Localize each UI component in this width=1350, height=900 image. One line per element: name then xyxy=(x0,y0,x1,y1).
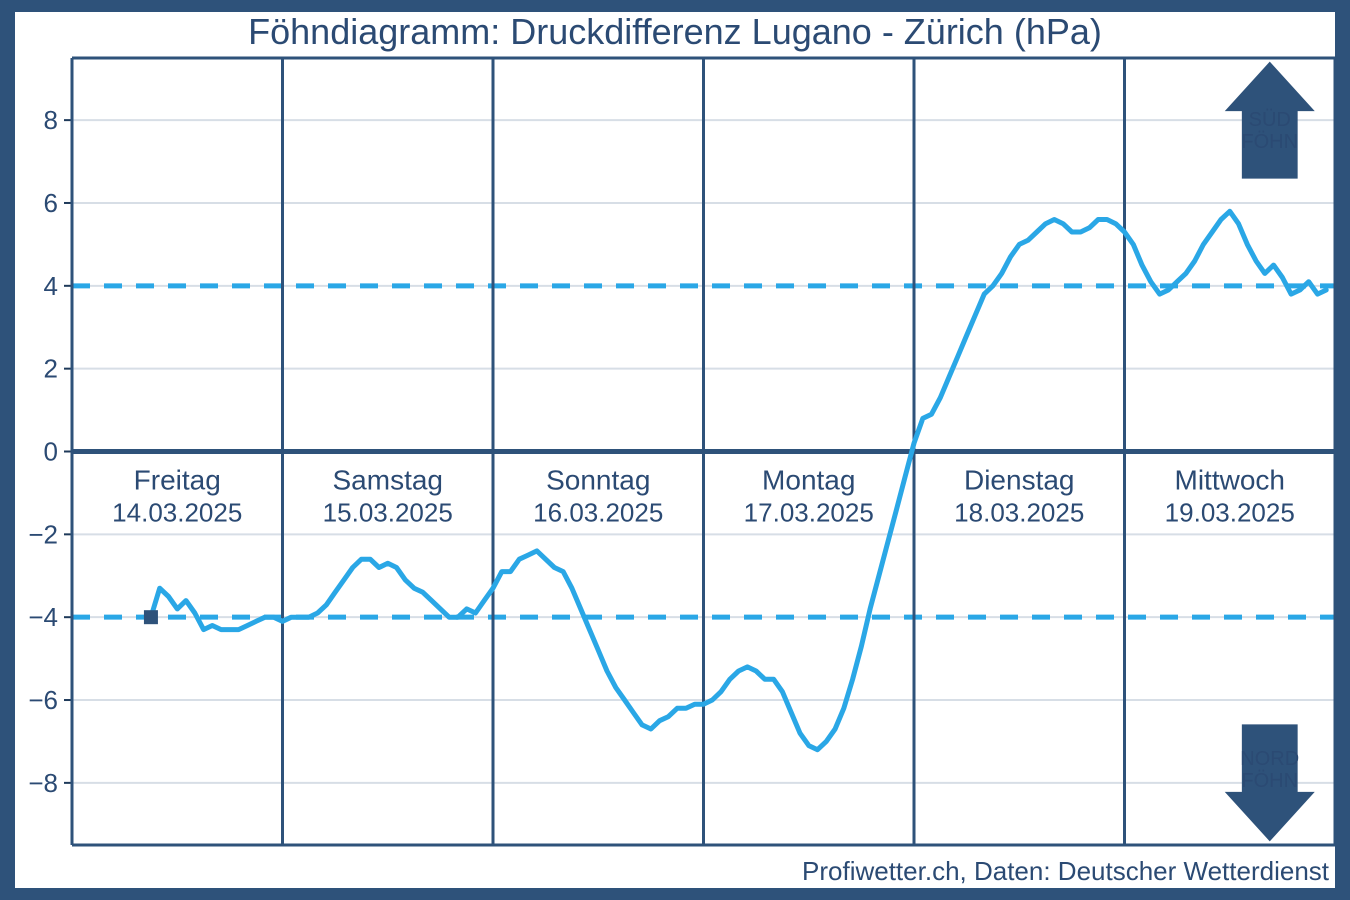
y-tick-label: −2 xyxy=(28,519,58,549)
date-label: 14.03.2025 xyxy=(112,498,242,528)
sued-foehn-label-1: SÜD xyxy=(1249,109,1291,131)
series-start-marker xyxy=(144,610,158,624)
y-tick-label: 2 xyxy=(44,354,58,384)
nord-foehn-label-1: NORD xyxy=(1240,748,1299,770)
y-tick-label: −6 xyxy=(28,685,58,715)
y-tick-label: 6 xyxy=(44,188,58,218)
day-label: Dienstag xyxy=(964,465,1075,496)
credit-text: Profiwetter.ch, Daten: Deutscher Wetterd… xyxy=(802,856,1330,886)
chart-title: Föhndiagramm: Druckdifferenz Lugano - Zü… xyxy=(248,11,1102,52)
y-tick-label: −8 xyxy=(28,768,58,798)
day-label: Samstag xyxy=(333,465,444,496)
y-tick-label: 4 xyxy=(44,271,58,301)
y-tick-label: 0 xyxy=(44,437,58,467)
chart-svg: Föhndiagramm: Druckdifferenz Lugano - Zü… xyxy=(0,0,1350,900)
nord-foehn-label-2: FÖHN xyxy=(1241,770,1298,792)
day-label: Freitag xyxy=(134,465,221,496)
date-label: 19.03.2025 xyxy=(1165,498,1295,528)
day-label: Mittwoch xyxy=(1175,465,1285,496)
day-label: Montag xyxy=(762,465,855,496)
date-label: 18.03.2025 xyxy=(954,498,1084,528)
foehn-chart: Föhndiagramm: Druckdifferenz Lugano - Zü… xyxy=(0,0,1350,900)
y-tick-label: −4 xyxy=(28,602,58,632)
date-label: 17.03.2025 xyxy=(744,498,874,528)
day-label: Sonntag xyxy=(546,465,650,496)
date-label: 16.03.2025 xyxy=(533,498,663,528)
sued-foehn-label-2: FÖHN xyxy=(1241,131,1298,153)
y-tick-label: 8 xyxy=(44,105,58,135)
date-label: 15.03.2025 xyxy=(323,498,453,528)
